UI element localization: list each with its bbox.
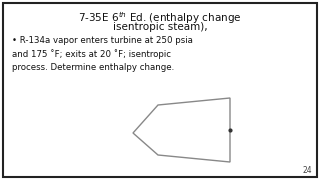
Text: 7-35E 6$^{th}$ Ed. (enthalpy change: 7-35E 6$^{th}$ Ed. (enthalpy change <box>78 10 242 26</box>
Text: • R-134a vapor enters turbine at 250 psia
and 175 ˚F; exits at 20 ˚F; isentropic: • R-134a vapor enters turbine at 250 psi… <box>12 36 193 72</box>
Text: 24: 24 <box>302 166 312 175</box>
Text: isentropic steam),: isentropic steam), <box>113 22 207 32</box>
